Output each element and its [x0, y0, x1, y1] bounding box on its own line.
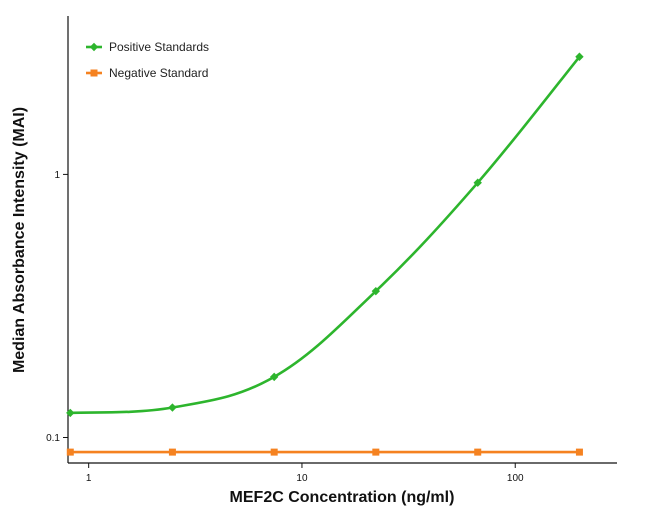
legend: Positive Standards Negative Standard — [86, 40, 209, 80]
x-axis-title: MEF2C Concentration (ng/ml) — [230, 489, 455, 506]
y-axis-title: Median Absorbance Intensity (MAI) — [11, 107, 28, 373]
data-point — [270, 448, 278, 456]
series-line — [68, 55, 581, 415]
axes-layer — [67, 16, 617, 464]
x-tick-label: 100 — [507, 473, 524, 484]
y-tick-label: 1 — [54, 170, 60, 181]
legend-label: Negative Standard — [109, 66, 208, 80]
data-point — [66, 448, 74, 456]
legend-item-negative-standard: Negative Standard — [86, 66, 208, 80]
data-point — [168, 448, 176, 456]
data-point — [168, 403, 177, 412]
x-tick-label: 10 — [296, 473, 308, 484]
data-point — [575, 52, 584, 61]
data-point — [474, 448, 482, 456]
legend-label: Positive Standards — [109, 40, 209, 54]
data-point — [371, 286, 381, 296]
ticks-layer: 1 10 100 0.1 1 — [46, 170, 524, 484]
series-negative-standard — [66, 448, 583, 456]
x-tick-label: 1 — [86, 473, 92, 484]
legend-marker — [89, 42, 99, 52]
data-point — [473, 178, 482, 187]
data-point — [66, 408, 75, 418]
data-point — [269, 372, 279, 382]
series-positive-standards — [66, 52, 584, 418]
legend-marker — [90, 69, 98, 77]
legend-item-positive-standards: Positive Standards — [86, 40, 209, 54]
data-point — [372, 448, 380, 456]
series-layer — [66, 52, 584, 456]
y-tick-label: 0.1 — [46, 433, 60, 444]
data-point — [575, 448, 583, 456]
